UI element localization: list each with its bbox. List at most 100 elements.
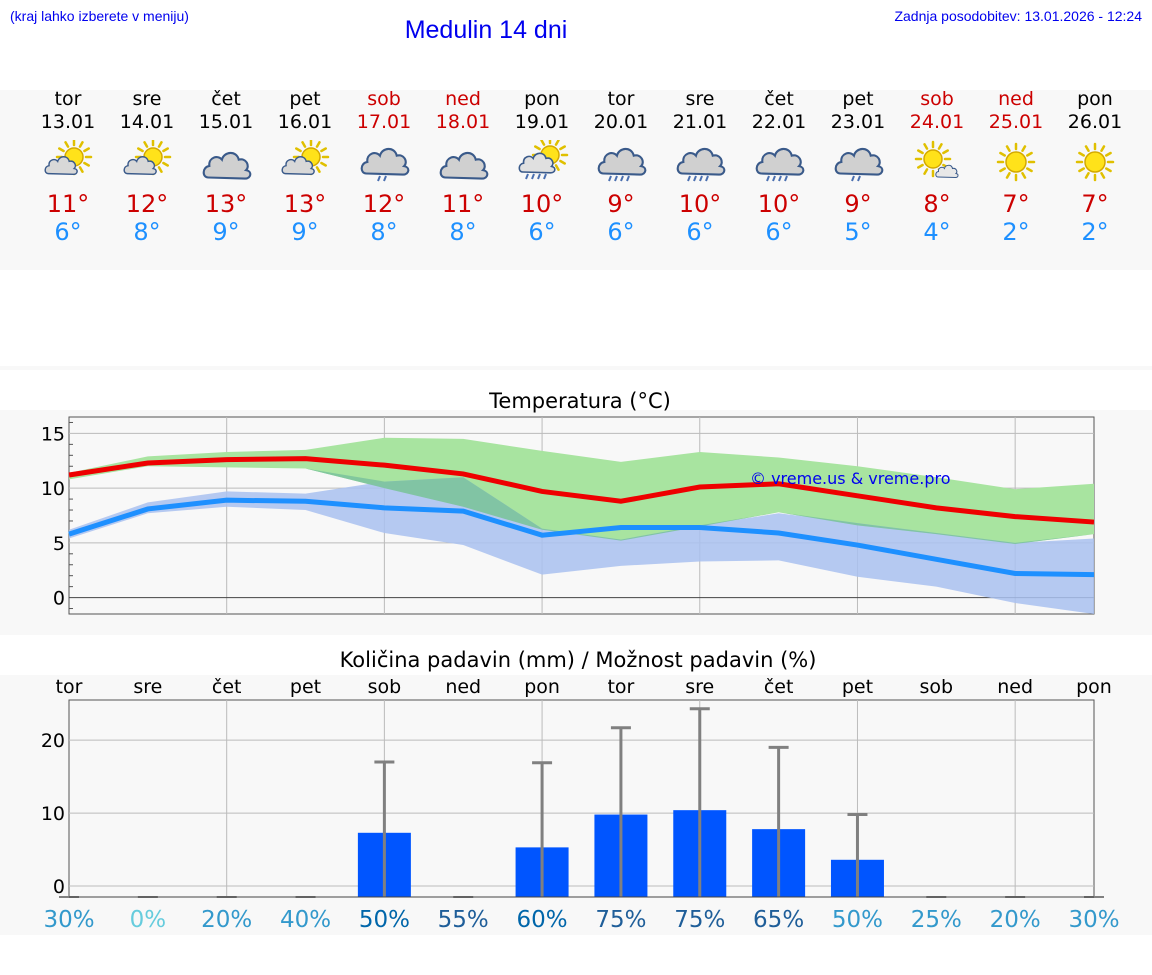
day-column: čet 22.01 10° 6° bbox=[740, 88, 819, 246]
day-column: ned 18.01 11° 8° bbox=[424, 88, 503, 246]
day-name: sre bbox=[132, 88, 162, 110]
precip-y-tick: 20 bbox=[41, 730, 65, 752]
max-temp-line bbox=[68, 456, 1095, 525]
sun-small-cloud-icon bbox=[914, 140, 959, 179]
temp-max: 11° bbox=[46, 190, 90, 218]
precip-probability: 0% bbox=[130, 907, 167, 933]
temp-min: 5° bbox=[844, 218, 872, 246]
day-name: tor bbox=[607, 88, 635, 110]
precip-probability: 75% bbox=[674, 907, 725, 933]
temp-max: 10° bbox=[678, 190, 722, 218]
last-update: Zadnja posodobitev: 13.01.2026 - 12:24 bbox=[894, 8, 1142, 24]
sun-cloud-icon bbox=[123, 140, 172, 176]
precip-probability: 50% bbox=[359, 907, 410, 933]
min-temp-band bbox=[69, 477, 1094, 614]
temp-min: 4° bbox=[923, 218, 951, 246]
temp-min: 8° bbox=[133, 218, 161, 246]
day-column: pet 23.01 9° 5° bbox=[819, 88, 898, 246]
precip-day-label: ned bbox=[997, 676, 1033, 698]
precip-plot-area bbox=[68, 699, 1095, 898]
temp-max: 7° bbox=[1002, 190, 1030, 218]
cloud-icon bbox=[439, 151, 489, 180]
temp-max: 12° bbox=[362, 190, 406, 218]
day-date: 18.01 bbox=[435, 111, 491, 133]
day-name: pon bbox=[1077, 88, 1113, 110]
precip-day-label: pet bbox=[290, 676, 321, 698]
temp-min: 6° bbox=[686, 218, 714, 246]
precip-probability: 50% bbox=[832, 907, 883, 933]
day-column: pon 26.01 7° 2° bbox=[1056, 88, 1135, 246]
temp-min: 6° bbox=[54, 218, 82, 246]
day-date: 15.01 bbox=[198, 111, 254, 133]
precip-day-label: pon bbox=[1076, 676, 1112, 698]
precip-probability: 60% bbox=[517, 907, 568, 933]
day-date: 21.01 bbox=[672, 111, 728, 133]
day-name: sob bbox=[367, 88, 401, 110]
precip-day-label: pon bbox=[524, 676, 560, 698]
day-date: 25.01 bbox=[988, 111, 1044, 133]
day-name: sob bbox=[920, 88, 954, 110]
precip-probability: 55% bbox=[438, 907, 489, 933]
day-column: pon 19.01 10° 6° bbox=[503, 88, 582, 246]
cloud-icon bbox=[202, 151, 252, 180]
day-column: ned 25.01 7° 2° bbox=[977, 88, 1056, 246]
day-column: pet 16.01 13° 9° bbox=[266, 88, 345, 246]
day-column: sre 14.01 12° 8° bbox=[108, 88, 187, 246]
precip-y-tick: 10 bbox=[41, 803, 65, 825]
precip-day-label: sre bbox=[133, 676, 162, 698]
cloud-heavy-rain-icon bbox=[597, 147, 647, 182]
temp-min: 8° bbox=[449, 218, 477, 246]
sun-cloud-icon bbox=[281, 140, 330, 176]
day-column: sob 24.01 8° 4° bbox=[898, 88, 977, 246]
precip-day-label: tor bbox=[56, 676, 83, 698]
day-name: čet bbox=[211, 88, 241, 110]
day-date: 23.01 bbox=[830, 111, 886, 133]
temp-y-tick: 0 bbox=[53, 588, 65, 610]
precip-day-label: sob bbox=[920, 676, 954, 698]
temp-y-tick: 10 bbox=[41, 478, 65, 500]
precip-day-label: sob bbox=[368, 676, 402, 698]
cloud-rain-icon bbox=[360, 147, 410, 182]
day-name: pet bbox=[289, 88, 321, 110]
day-date: 19.01 bbox=[514, 111, 570, 133]
temp-max: 13° bbox=[204, 190, 248, 218]
day-name: pon bbox=[524, 88, 560, 110]
day-column: sob 17.01 12° 8° bbox=[345, 88, 424, 246]
day-date: 20.01 bbox=[593, 111, 649, 133]
temp-max: 8° bbox=[923, 190, 951, 218]
cloud-rain-icon bbox=[834, 147, 884, 182]
temp-min: 6° bbox=[528, 218, 556, 246]
location-menu-note[interactable]: (kraj lahko izberete v meniju) bbox=[10, 8, 189, 24]
precip-probability: 30% bbox=[43, 907, 94, 933]
temp-min: 6° bbox=[607, 218, 635, 246]
temp-max: 13° bbox=[283, 190, 327, 218]
temp-max: 10° bbox=[757, 190, 801, 218]
precip-probability: 65% bbox=[753, 907, 804, 933]
day-name: sre bbox=[685, 88, 715, 110]
precip-day-label: sre bbox=[685, 676, 714, 698]
day-name: čet bbox=[764, 88, 794, 110]
cloud-heavy-rain-icon bbox=[755, 147, 805, 182]
forecast-band bbox=[0, 90, 1152, 270]
temp-max: 12° bbox=[125, 190, 169, 218]
temp-max: 9° bbox=[607, 190, 635, 218]
temp-min: 9° bbox=[291, 218, 319, 246]
page-title: Medulin 14 dni bbox=[404, 16, 568, 44]
temp-max: 11° bbox=[441, 190, 485, 218]
precip-probability: 40% bbox=[280, 907, 331, 933]
day-date: 24.01 bbox=[909, 111, 965, 133]
day-name: ned bbox=[445, 88, 481, 110]
temp-y-tick: 15 bbox=[41, 423, 65, 445]
precip-y-tick: 0 bbox=[53, 876, 65, 898]
temp-y-tick: 5 bbox=[53, 533, 65, 555]
precip-day-label: čet bbox=[764, 676, 794, 698]
precip-day-label: tor bbox=[607, 676, 634, 698]
day-name: tor bbox=[54, 88, 82, 110]
sun-icon bbox=[996, 142, 1036, 182]
day-date: 13.01 bbox=[40, 111, 96, 133]
day-date: 14.01 bbox=[119, 111, 175, 133]
day-date: 17.01 bbox=[356, 111, 412, 133]
cloud-heavy-rain-icon bbox=[676, 147, 726, 182]
day-column: tor 20.01 9° 6° bbox=[582, 88, 661, 246]
